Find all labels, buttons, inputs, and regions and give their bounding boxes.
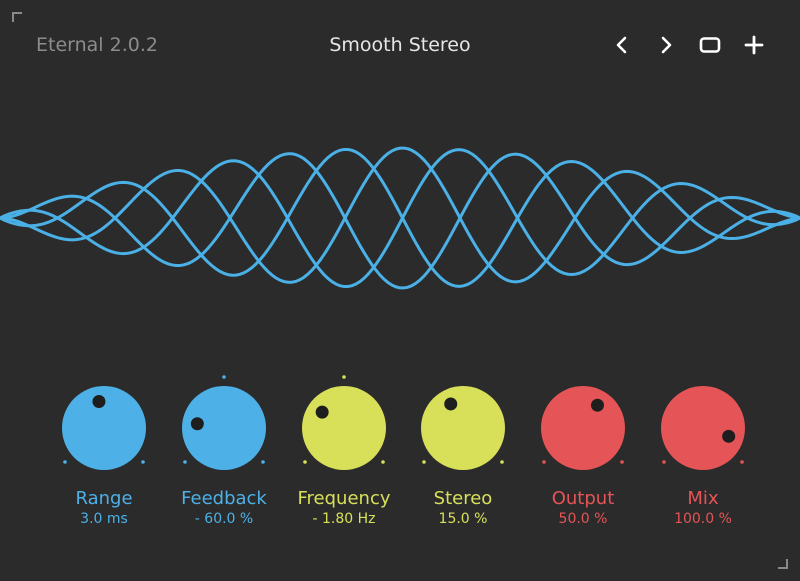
knob-dial[interactable]: [54, 370, 154, 470]
chevron-left-icon: [616, 36, 627, 54]
knob-indicator: [590, 398, 604, 412]
knob-range[interactable]: Range 3.0 ms: [44, 370, 164, 527]
knob-body: [182, 386, 266, 470]
knob-feedback[interactable]: Feedback - 60.0 %: [164, 370, 284, 527]
knob-tick-dot: [63, 460, 67, 464]
knob-mix[interactable]: Mix 100.0 %: [643, 370, 763, 527]
waveform-line: [0, 152, 800, 290]
add-preset-button[interactable]: [742, 31, 766, 59]
knob-value-frequency[interactable]: - 1.80 Hz: [312, 511, 376, 527]
preset-browser-button[interactable]: [698, 31, 722, 59]
waveform-line: [0, 146, 800, 284]
knob-body: [421, 386, 505, 470]
knob-dial[interactable]: [174, 370, 274, 470]
knob-output[interactable]: Output 50.0 %: [523, 370, 643, 527]
knob-dial[interactable]: [653, 370, 753, 470]
knob-label-frequency: Frequency: [297, 488, 391, 509]
knob-indicator: [315, 405, 329, 419]
knob-label-range: Range: [75, 488, 133, 509]
resize-handle[interactable]: [778, 559, 788, 569]
plus-icon: [744, 35, 764, 55]
knob-tick-dot: [620, 460, 624, 464]
knob-dial[interactable]: [533, 370, 633, 470]
knob-dial[interactable]: [294, 370, 394, 470]
knob-body: [661, 386, 745, 470]
chevron-right-icon: [661, 36, 672, 54]
knob-dial[interactable]: [413, 370, 513, 470]
knob-indicator: [190, 417, 204, 431]
knob-body: [541, 386, 625, 470]
knob-tick-dot: [662, 460, 666, 464]
knob-body: [62, 386, 146, 470]
next-preset-button[interactable]: [654, 31, 678, 59]
knob-tick-dot: [740, 460, 744, 464]
knob-label-output: Output: [551, 488, 615, 509]
knob-tick-dot: [222, 375, 226, 379]
knob-tick-dot: [261, 460, 265, 464]
plugin-version-title: Eternal 2.0.2: [36, 34, 158, 56]
preset-toolbar: [610, 31, 766, 59]
knob-label-mix: Mix: [687, 488, 719, 509]
knob-indicator: [722, 429, 736, 443]
knob-tick-dot: [542, 460, 546, 464]
knob-tick-dot: [183, 460, 187, 464]
knob-tick-dot: [342, 375, 346, 379]
knob-body: [302, 386, 386, 470]
knob-stereo[interactable]: Stereo 15.0 %: [403, 370, 523, 527]
knob-frequency[interactable]: Frequency - 1.80 Hz: [284, 370, 404, 527]
knob-label-stereo: Stereo: [433, 488, 493, 509]
stereo-waveform-display: [0, 146, 800, 290]
knob-tick-dot: [141, 460, 145, 464]
previous-preset-button[interactable]: [610, 31, 634, 59]
waveform-line: [0, 148, 800, 289]
knob-tick-dot: [422, 460, 426, 464]
knob-tick-dot: [500, 460, 504, 464]
window-icon: [699, 37, 721, 53]
knob-indicator: [444, 397, 458, 411]
knob-value-mix[interactable]: 100.0 %: [674, 511, 732, 527]
knob-tick-dot: [303, 460, 307, 464]
knob-value-stereo[interactable]: 15.0 %: [438, 511, 488, 527]
knob-value-range[interactable]: 3.0 ms: [80, 511, 128, 527]
knob-label-feedback: Feedback: [181, 488, 267, 509]
knob-value-output[interactable]: 50.0 %: [558, 511, 608, 527]
knob-indicator: [92, 394, 106, 408]
knob-tick-dot: [381, 460, 385, 464]
resize-corner-top-left: [12, 12, 22, 22]
knob-value-feedback[interactable]: - 60.0 %: [194, 511, 254, 527]
waveform-line: [0, 147, 800, 288]
